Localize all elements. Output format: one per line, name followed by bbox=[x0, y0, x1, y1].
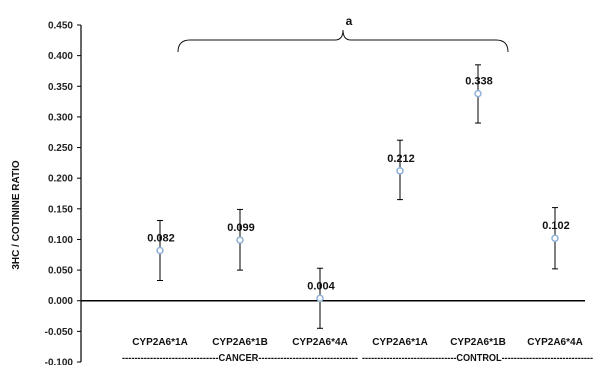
data-marks: 0.082 0.099 0.004 0.212 0.338 0.102 bbox=[147, 64, 570, 329]
category-label: CYP2A6*1B bbox=[450, 337, 506, 348]
category-label: CYP2A6*4A bbox=[527, 337, 583, 348]
y-axis-label: 3HC / COTININE RATIO bbox=[11, 160, 22, 269]
y-axis: 0.450 0.400 0.350 0.300 0.250 0.200 0.150 0.100… bbox=[45, 21, 82, 365]
data-point bbox=[551, 234, 559, 242]
category-label: CYP2A6*1A bbox=[132, 337, 188, 348]
data-point bbox=[474, 89, 482, 98]
data-point bbox=[316, 294, 324, 303]
data-label: 0.099 bbox=[227, 222, 255, 234]
y-tick-label: -0.100 bbox=[45, 358, 74, 365]
significance-annotation: a bbox=[177, 14, 509, 53]
data-label: 0.082 bbox=[147, 232, 175, 244]
data-point bbox=[236, 236, 244, 244]
category-label: CYP2A6*1B bbox=[212, 337, 268, 348]
y-tick-label: 0.250 bbox=[48, 143, 73, 154]
y-tick-label: 0.100 bbox=[48, 235, 73, 246]
data-point-group: 0.102 bbox=[542, 207, 570, 270]
y-tick-label: 0.450 bbox=[48, 21, 73, 32]
data-point bbox=[156, 246, 164, 255]
y-tick-label: 0.150 bbox=[48, 204, 73, 215]
data-point-group: 0.082 bbox=[147, 219, 175, 282]
data-point-group: 0.338 bbox=[465, 64, 493, 124]
group-label: -------------------------------CANCER---… bbox=[122, 353, 358, 364]
data-point-group: 0.099 bbox=[227, 208, 255, 271]
data-label: 0.102 bbox=[542, 220, 570, 232]
y-tick-label: 0.200 bbox=[48, 174, 73, 185]
data-point bbox=[396, 167, 404, 175]
data-label: 0.212 bbox=[387, 153, 415, 165]
significance-label: a bbox=[346, 14, 353, 28]
x-axis-labels: CYP2A6*1A CYP2A6*1B CYP2A6*4A CYP2A6*1A CYP2… bbox=[122, 337, 593, 364]
y-tick-label: -0.050 bbox=[45, 327, 74, 338]
group-label: -------------------------------CONTROL--… bbox=[362, 353, 593, 364]
data-point-group: 0.004 bbox=[307, 267, 336, 329]
data-label: 0.004 bbox=[307, 280, 335, 292]
category-label: CYP2A6*1A bbox=[372, 337, 428, 348]
significance-bracket bbox=[177, 29, 509, 53]
y-tick-label: 0.350 bbox=[48, 82, 73, 93]
y-tick-label: 0.000 bbox=[48, 296, 73, 307]
y-tick-label: 0.050 bbox=[48, 266, 73, 277]
category-label: CYP2A6*4A bbox=[292, 337, 348, 348]
y-tick-label: 0.400 bbox=[48, 51, 73, 62]
data-label: 0.338 bbox=[465, 76, 493, 88]
data-point-group: 0.212 bbox=[387, 139, 415, 201]
y-tick-label: 0.300 bbox=[48, 112, 73, 123]
